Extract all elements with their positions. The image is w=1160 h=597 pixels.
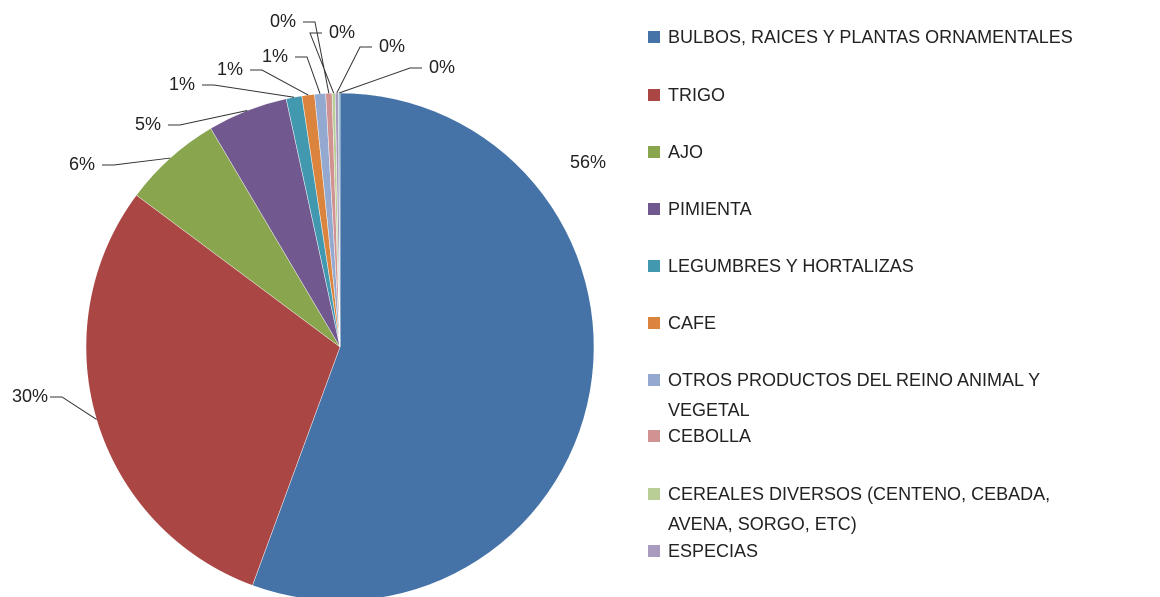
data-label: 1%	[262, 46, 288, 66]
leader-line	[202, 84, 295, 98]
legend-label: TRIGO	[668, 85, 725, 105]
pie-slice	[85, 194, 341, 586]
legend-swatch	[648, 317, 660, 329]
legend-swatch	[648, 260, 660, 272]
legend-label: OTROS PRODUCTOS DEL REINO ANIMAL Y VEGET…	[668, 370, 1040, 420]
data-label: 56%	[570, 152, 606, 172]
legend-item: CAFE	[648, 308, 1118, 338]
legend-item: AJO	[648, 137, 1118, 167]
data-label: 0%	[329, 22, 355, 42]
legend-item: CEREALES DIVERSOS (CENTENO, CEBADA, AVEN…	[648, 479, 1118, 539]
leader-line	[250, 69, 309, 96]
legend-label: BULBOS, RAICES Y PLANTAS ORNAMENTALES	[668, 27, 1073, 47]
legend-item: ESPECIAS	[648, 536, 1118, 566]
legend-swatch	[648, 545, 660, 557]
legend-label: PIMIENTA	[668, 199, 752, 219]
legend-label: ESPECIAS	[668, 541, 759, 561]
legend-item: OTROS	[648, 593, 1118, 597]
leader-line	[295, 56, 321, 94]
data-label: 1%	[217, 59, 243, 79]
legend-item: BULBOS, RAICES Y PLANTAS ORNAMENTALES	[648, 22, 1118, 52]
legend-item: TRIGO	[648, 80, 1118, 110]
pie-slice	[252, 92, 595, 597]
leader-line	[339, 67, 422, 94]
data-label: 0%	[379, 36, 405, 56]
legend-swatch	[648, 488, 660, 500]
legend-item: OTROS PRODUCTOS DEL REINO ANIMAL Y VEGET…	[648, 365, 1118, 425]
data-label: 6%	[69, 154, 95, 174]
leader-line	[50, 396, 97, 420]
legend-swatch	[648, 374, 660, 386]
legend-label: CEBOLLA	[668, 426, 752, 446]
legend-item: LEGUMBRES Y HORTALIZAS	[648, 251, 1118, 281]
leader-line	[309, 32, 335, 94]
legend-item: PIMIENTA	[648, 194, 1118, 224]
legend-item: CEBOLLA	[648, 421, 1118, 451]
legend-label: AJO	[668, 142, 704, 162]
data-label: 5%	[135, 114, 161, 134]
legend-label: LEGUMBRES Y HORTALIZAS	[668, 256, 914, 276]
data-label: 1%	[169, 74, 195, 94]
leader-line	[336, 46, 372, 94]
legend-swatch	[648, 203, 660, 215]
legend-swatch	[648, 31, 660, 43]
data-label: 0%	[429, 57, 455, 77]
legend-label: CEREALES DIVERSOS (CENTENO, CEBADA, AVEN…	[668, 484, 1051, 534]
data-label: 30%	[12, 386, 48, 406]
legend-swatch	[648, 430, 660, 442]
legend-label: CAFE	[668, 313, 717, 333]
legend-label: OTROS	[668, 593, 732, 597]
data-label: 0%	[270, 11, 296, 31]
legend-swatch	[648, 146, 660, 158]
leader-line	[102, 157, 171, 166]
leader-line	[168, 110, 248, 126]
legend-swatch	[648, 89, 660, 101]
